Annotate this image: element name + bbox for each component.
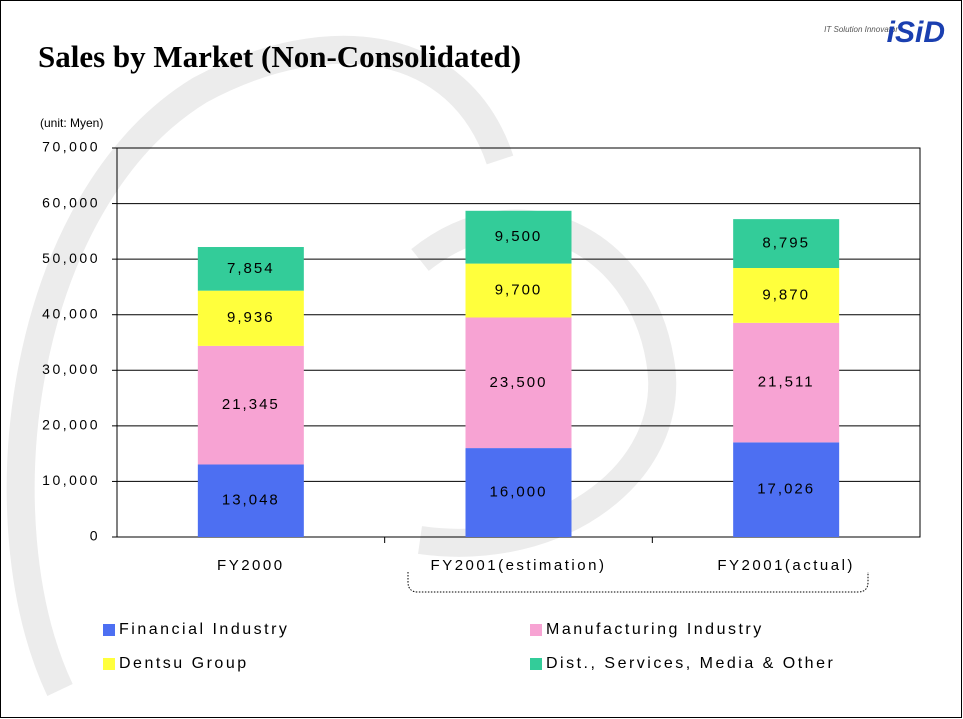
- y-tick-label: 30,000: [42, 361, 100, 377]
- x-tick-label: FY2000: [217, 557, 285, 574]
- legend-label: Dentsu Group: [119, 655, 249, 672]
- legend-swatch: [103, 658, 115, 670]
- value-label: 21,345: [222, 396, 280, 413]
- unit-label: (unit: Myen): [40, 116, 103, 130]
- y-tick-label: 50,000: [42, 250, 100, 266]
- value-label: 13,048: [222, 492, 280, 509]
- value-label: 17,026: [757, 481, 815, 498]
- bar-segment: [197, 464, 304, 537]
- bar-segment: [465, 210, 572, 264]
- x-tick-label: FY2001(estimation): [431, 557, 607, 574]
- y-tick-label: 60,000: [42, 194, 100, 210]
- legend-label: Financial Industry: [119, 621, 289, 638]
- bar-segment: [197, 290, 304, 346]
- legend-swatch: [530, 624, 542, 636]
- value-label: 21,511: [758, 374, 815, 391]
- y-tick-label: 70,000: [42, 139, 100, 155]
- bar-segment: [733, 442, 840, 537]
- y-tick-label: 20,000: [42, 417, 100, 433]
- bar-segment: [733, 267, 840, 323]
- value-label: 8,795: [762, 235, 810, 252]
- value-label: 9,936: [227, 309, 275, 326]
- bar-segment: [465, 317, 572, 449]
- legend-swatch: [530, 658, 542, 670]
- y-tick-label: 40,000: [42, 305, 100, 321]
- bar-segment: [733, 322, 840, 443]
- x-tick-label: FY2001(actual): [717, 557, 855, 574]
- bar-segment: [733, 219, 840, 268]
- value-label: 23,500: [490, 374, 548, 391]
- value-label: 16,000: [490, 484, 548, 501]
- value-label: 9,700: [495, 282, 543, 299]
- chart-title: Sales by Market (Non-Consolidated): [38, 39, 521, 74]
- logo-tagline: IT Solution Innovator: [824, 25, 898, 34]
- bracket: [407, 572, 869, 593]
- value-label: 9,500: [495, 228, 543, 245]
- legend-label: Dist., Services, Media & Other: [546, 655, 835, 672]
- bar-segment: [197, 247, 304, 291]
- logo-name: iSiD: [887, 16, 945, 49]
- bar-segment: [465, 263, 572, 318]
- value-label: 9,870: [762, 286, 810, 303]
- y-tick-label: 0: [90, 528, 100, 544]
- value-label: 7,854: [227, 260, 275, 277]
- bar-segment: [465, 448, 572, 537]
- bar-segment: [197, 345, 304, 465]
- y-tick-label: 10,000: [42, 472, 100, 488]
- legend-label: Manufacturing Industry: [546, 621, 764, 638]
- legend-swatch: [103, 624, 115, 636]
